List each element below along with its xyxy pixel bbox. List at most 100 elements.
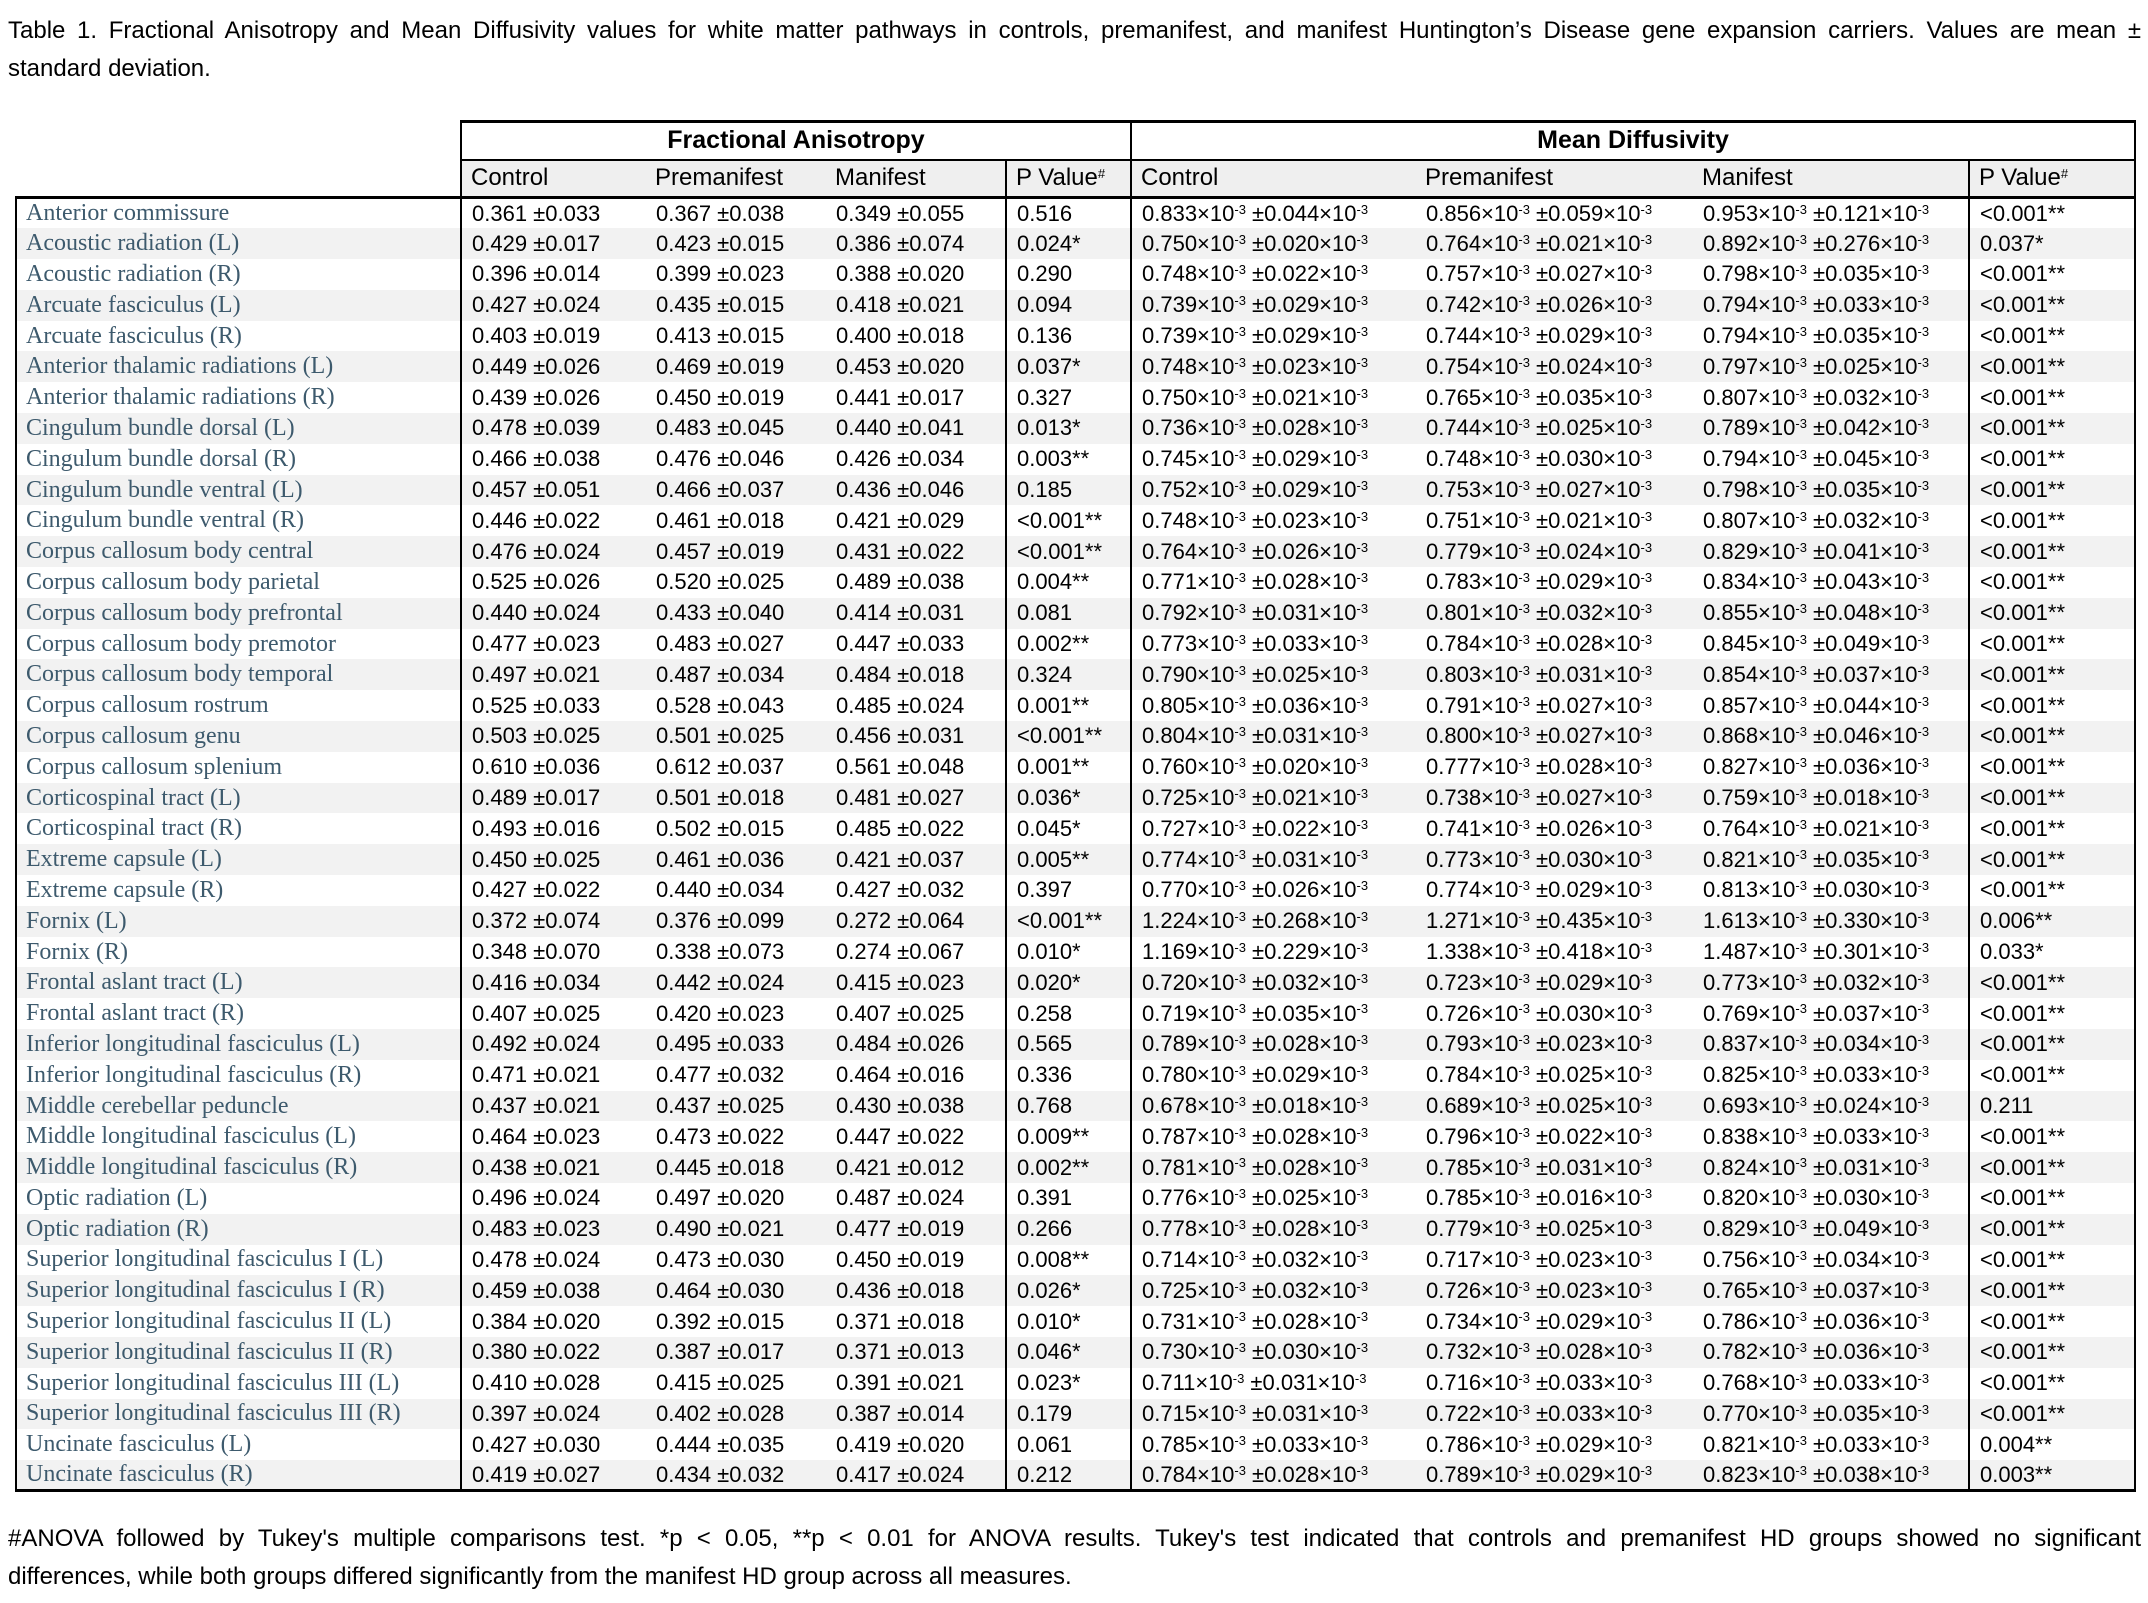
- fa-control-value: 0.471 ±0.021: [460, 1059, 646, 1091]
- fa-control-value: 0.466 ±0.038: [460, 443, 646, 475]
- fa-manifest-value: 0.388 ±0.020: [826, 259, 1006, 290]
- fa-premanifest-value: 0.423 ±0.015: [646, 228, 826, 260]
- fa-control-header: Control: [460, 159, 646, 199]
- exponent-superscript: -3: [1640, 1001, 1653, 1017]
- pathway-name: Uncinate fasciculus (R): [15, 1460, 461, 1493]
- fa-premanifest-value: 0.502 ±0.015: [646, 813, 826, 845]
- table-row: Middle longitudinal fasciculus (R) 0.438 …: [15, 1152, 2137, 1183]
- md-control-value: 0.731×10-3 ±0.028×10-3: [1130, 1306, 1416, 1337]
- fa-p-value: 0.136: [1005, 320, 1131, 352]
- pathway-name: Corticospinal tract (L): [15, 782, 461, 814]
- exponent-superscript: -3: [1640, 1124, 1653, 1140]
- fa-p-value: 0.002**: [1005, 628, 1131, 660]
- exponent-superscript: -3: [1640, 631, 1653, 647]
- exponent-superscript: -3: [1795, 1278, 1807, 1294]
- fa-p-value: 0.023*: [1005, 1367, 1131, 1399]
- exponent-superscript: -3: [1640, 1371, 1653, 1387]
- table-caption-line2: standard deviation.: [8, 55, 211, 82]
- table-row: Superior longitudinal fasciculus III (R)…: [15, 1398, 2137, 1430]
- exponent-superscript: -3: [1518, 1462, 1530, 1478]
- exponent-superscript: -3: [1640, 755, 1653, 771]
- exponent-superscript: -3: [1640, 693, 1653, 709]
- md-premanifest-value: 0.801×10-3 ±0.032×10-3: [1416, 597, 1693, 629]
- fa-manifest-value: 0.371 ±0.018: [826, 1306, 1006, 1337]
- md-manifest-value: 0.807×10-3 ±0.032×10-3: [1693, 382, 1969, 414]
- md-p-value: <0.001**: [1967, 659, 2137, 691]
- exponent-superscript: -3: [1234, 693, 1246, 709]
- fa-control-value: 0.407 ±0.025: [460, 998, 646, 1030]
- exponent-superscript: -3: [1234, 816, 1246, 832]
- exponent-superscript: -3: [1795, 354, 1807, 370]
- md-p-value: <0.001**: [1967, 443, 2137, 475]
- pathway-name: Inferior longitudinal fasciculus (R): [15, 1059, 461, 1091]
- table-row: Corpus callosum body central 0.476 ±0.024…: [15, 536, 2137, 568]
- md-manifest-value: 0.789×10-3 ±0.042×10-3: [1693, 413, 1969, 444]
- fa-control-value: 0.496 ±0.024: [460, 1183, 646, 1214]
- exponent-superscript: -3: [1234, 785, 1246, 801]
- table-row: Fornix (L) 0.372 ±0.074 0.376 ±0.099 0.272 …: [15, 905, 2137, 937]
- table-row: Corpus callosum genu 0.503 ±0.025 0.501 ±0…: [15, 721, 2137, 752]
- exponent-superscript: -3: [1234, 323, 1246, 339]
- fa-control-value: 0.489 ±0.017: [460, 782, 646, 814]
- pathway-name: Corpus callosum splenium: [15, 751, 461, 783]
- fa-premanifest-value: 0.464 ±0.030: [646, 1275, 826, 1307]
- table-row: Superior longitudinal fasciculus I (R) 0.…: [15, 1275, 2137, 1307]
- md-premanifest-value: 0.856×10-3 ±0.059×10-3: [1416, 197, 1693, 229]
- exponent-superscript: -3: [1917, 1217, 1930, 1233]
- exponent-superscript: -3: [1640, 1032, 1653, 1048]
- table-row: Superior longitudinal fasciculus II (R) 0…: [15, 1336, 2137, 1368]
- md-p-value: <0.001**: [1967, 1336, 2137, 1368]
- fa-control-value: 0.427 ±0.030: [460, 1429, 646, 1461]
- fa-premanifest-value: 0.457 ±0.019: [646, 536, 826, 568]
- exponent-superscript: -3: [1356, 693, 1369, 709]
- pathway-name: Middle cerebellar peduncle: [15, 1090, 461, 1122]
- md-premanifest-value: 0.785×10-3 ±0.016×10-3: [1416, 1183, 1693, 1214]
- pathway-name: Cingulum bundle ventral (R): [15, 505, 461, 537]
- exponent-superscript: -3: [1356, 1401, 1369, 1417]
- exponent-superscript: -3: [1234, 1186, 1246, 1202]
- md-manifest-value: 0.769×10-3 ±0.037×10-3: [1693, 998, 1969, 1030]
- exponent-superscript: -3: [1518, 631, 1530, 647]
- exponent-superscript: -3: [1356, 1093, 1369, 1109]
- exponent-superscript: -3: [1640, 262, 1653, 278]
- md-control-value: 0.773×10-3 ±0.033×10-3: [1130, 628, 1416, 660]
- md-p-value: <0.001**: [1967, 1306, 2137, 1337]
- table-row: Frontal aslant tract (R) 0.407 ±0.025 0.42…: [15, 998, 2137, 1030]
- md-control-header: Control: [1130, 159, 1416, 199]
- exponent-superscript: -3: [1917, 1401, 1930, 1417]
- md-control-value: 0.736×10-3 ±0.028×10-3: [1130, 413, 1416, 444]
- exponent-superscript: -3: [1640, 231, 1653, 247]
- table-footnote: #ANOVA followed by Tukey's multiple comp…: [8, 1520, 2141, 1596]
- md-manifest-value: 0.798×10-3 ±0.035×10-3: [1693, 259, 1969, 290]
- exponent-superscript: -3: [1518, 201, 1530, 217]
- fa-premanifest-value: 0.490 ±0.021: [646, 1213, 826, 1245]
- table-row: Corpus callosum body temporal 0.497 ±0.02…: [15, 659, 2137, 691]
- fa-control-value: 0.450 ±0.025: [460, 844, 646, 876]
- fa-control-value: 0.492 ±0.024: [460, 1029, 646, 1060]
- md-manifest-value: 0.825×10-3 ±0.033×10-3: [1693, 1059, 1969, 1091]
- table-row: Acoustic radiation (R) 0.396 ±0.014 0.399 …: [15, 259, 2137, 290]
- exponent-superscript: -3: [1234, 847, 1246, 863]
- fa-premanifest-value: 0.487 ±0.034: [646, 659, 826, 691]
- pathway-name: Middle longitudinal fasciculus (L): [15, 1121, 461, 1153]
- fa-premanifest-value: 0.501 ±0.018: [646, 782, 826, 814]
- exponent-superscript: -3: [1640, 293, 1653, 309]
- fa-control-value: 0.396 ±0.014: [460, 259, 646, 290]
- exponent-superscript: -3: [1518, 662, 1530, 678]
- table-row: Middle longitudinal fasciculus (L) 0.464 …: [15, 1121, 2137, 1153]
- exponent-superscript: -3: [1356, 847, 1369, 863]
- md-control-value: 0.776×10-3 ±0.025×10-3: [1130, 1183, 1416, 1214]
- exponent-superscript: -3: [1356, 477, 1369, 493]
- fa-manifest-value: 0.371 ±0.013: [826, 1336, 1006, 1368]
- md-control-value: 0.780×10-3 ±0.029×10-3: [1130, 1059, 1416, 1091]
- pathway-name: Corpus callosum rostrum: [15, 690, 461, 722]
- md-p-value: <0.001**: [1967, 751, 2137, 783]
- pathway-name: Superior longitudinal fasciculus I (L): [15, 1244, 461, 1276]
- fa-control-value: 0.403 ±0.019: [460, 320, 646, 352]
- md-premanifest-value: 0.765×10-3 ±0.035×10-3: [1416, 382, 1693, 414]
- exponent-superscript: -3: [1917, 601, 1930, 617]
- fa-p-value: 0.037*: [1005, 351, 1131, 383]
- md-p-value: <0.001**: [1967, 567, 2137, 598]
- fa-manifest-value: 0.456 ±0.031: [826, 721, 1006, 752]
- fa-premanifest-value: 0.473 ±0.022: [646, 1121, 826, 1153]
